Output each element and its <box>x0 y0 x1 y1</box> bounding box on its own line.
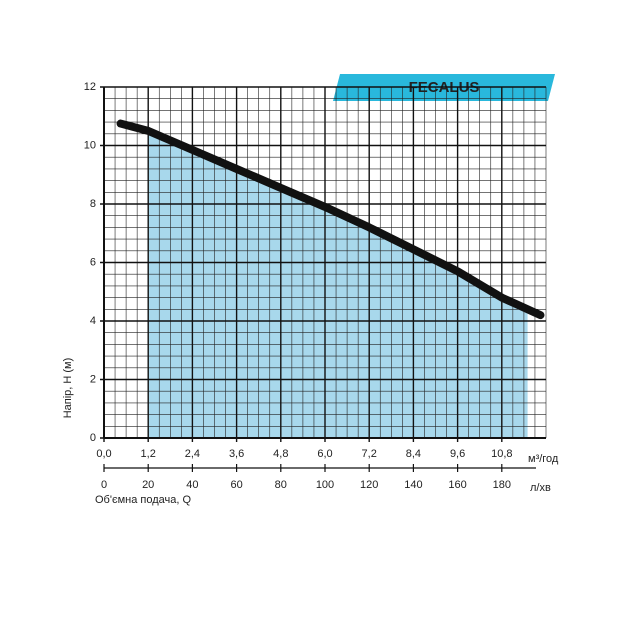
y-tick-label: 4 <box>90 315 96 327</box>
x2-tick-label: 80 <box>275 479 287 491</box>
y-tick-label: 10 <box>84 139 96 151</box>
shaded-area <box>148 130 528 438</box>
x2-tick-label: 120 <box>360 479 378 491</box>
y-axis-label: Напір, Н (м) <box>62 358 74 419</box>
x-tick-label: 6,0 <box>317 448 332 460</box>
x2-tick-label: 100 <box>316 479 334 491</box>
x2-unit: л/хв <box>530 482 551 494</box>
x-tick-label: 8,4 <box>406 448 421 460</box>
curve <box>116 119 545 320</box>
x2-tick-label: 180 <box>493 479 511 491</box>
x2-tick-label: 20 <box>142 479 154 491</box>
y-tick-label: 6 <box>90 256 96 268</box>
y-tick-label: 8 <box>90 198 96 210</box>
x2-tick-label: 0 <box>101 479 107 491</box>
y-tick-label: 2 <box>90 373 96 385</box>
x2-tick-label: 40 <box>186 479 198 491</box>
x-tick-label: 9,6 <box>450 448 465 460</box>
x-axis-label: Об'ємна подача, Q <box>95 494 191 506</box>
x-tick-label: 3,6 <box>229 448 244 460</box>
x2-tick-label: 60 <box>230 479 242 491</box>
x-tick-label: 2,4 <box>185 448 200 460</box>
x-tick-label: 1,2 <box>141 448 156 460</box>
x-tick-label: 4,8 <box>273 448 288 460</box>
x2-tick-label: 160 <box>448 479 466 491</box>
y-tick-label: 12 <box>84 81 96 93</box>
x-tick-label: 7,2 <box>362 448 377 460</box>
x-tick-label: 10,8 <box>491 448 512 460</box>
y-tick-label: 0 <box>90 432 96 444</box>
x2-tick-label: 140 <box>404 479 422 491</box>
x-unit: м³/год <box>528 453 559 465</box>
x-tick-label: 0,0 <box>96 448 111 460</box>
